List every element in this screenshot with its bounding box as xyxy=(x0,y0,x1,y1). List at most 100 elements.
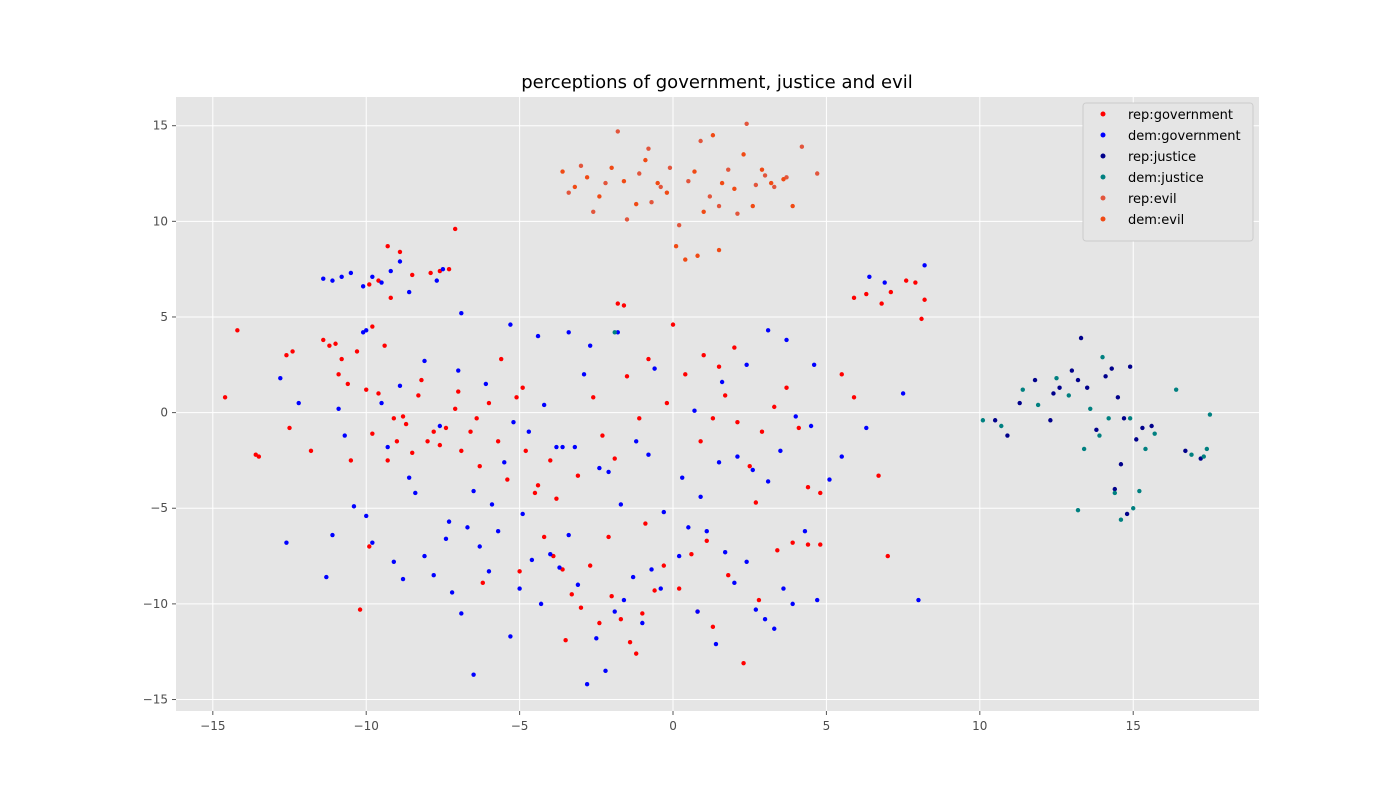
data-point xyxy=(784,337,789,343)
legend-marker xyxy=(1100,153,1106,159)
data-point xyxy=(431,429,436,434)
data-point xyxy=(367,282,372,287)
data-point xyxy=(364,513,369,519)
data-point xyxy=(1149,423,1154,429)
data-point xyxy=(772,626,777,631)
data-point xyxy=(661,509,667,515)
data-point xyxy=(459,611,464,616)
data-point xyxy=(416,393,421,398)
data-point xyxy=(428,270,433,276)
data-point xyxy=(713,641,719,647)
data-point xyxy=(722,393,728,398)
y-tick-label: −15 xyxy=(143,693,168,707)
data-point xyxy=(591,209,596,214)
data-point xyxy=(784,385,789,390)
data-point xyxy=(762,616,768,622)
data-point xyxy=(308,448,314,454)
data-point xyxy=(750,203,755,209)
data-point xyxy=(759,429,765,434)
data-point xyxy=(692,408,697,413)
data-point xyxy=(603,180,608,186)
data-point xyxy=(575,582,581,587)
data-point xyxy=(483,381,489,387)
data-point xyxy=(1112,486,1118,492)
data-point xyxy=(772,404,777,410)
data-point xyxy=(747,463,752,469)
data-point xyxy=(781,586,786,591)
data-point xyxy=(364,387,369,392)
data-point xyxy=(732,186,737,192)
data-point xyxy=(652,366,657,371)
data-point xyxy=(474,416,479,421)
data-point xyxy=(1207,412,1213,417)
data-point xyxy=(560,444,565,450)
data-point xyxy=(676,222,682,228)
data-point xyxy=(640,620,645,626)
data-point xyxy=(1097,433,1102,438)
data-point xyxy=(569,592,574,597)
data-point xyxy=(339,356,344,362)
data-point xyxy=(1106,416,1111,421)
data-point xyxy=(391,559,397,565)
data-point xyxy=(446,266,452,272)
data-point xyxy=(1051,391,1056,396)
data-point xyxy=(1109,366,1114,371)
data-point xyxy=(465,525,470,530)
data-point xyxy=(1075,377,1081,383)
data-point xyxy=(385,458,390,463)
y-tick-label: 5 xyxy=(160,310,168,324)
data-point xyxy=(1020,387,1025,392)
data-point xyxy=(511,419,516,425)
data-point xyxy=(606,469,611,475)
data-point xyxy=(333,341,338,346)
data-point xyxy=(594,636,599,641)
data-point xyxy=(486,400,492,406)
data-point xyxy=(452,406,458,411)
data-point xyxy=(676,586,682,591)
data-point xyxy=(726,572,731,578)
data-point xyxy=(422,358,427,364)
data-point xyxy=(517,569,522,574)
data-point xyxy=(615,301,620,306)
data-point xyxy=(661,563,667,568)
data-point xyxy=(591,395,596,400)
data-point xyxy=(790,540,795,545)
data-point xyxy=(400,414,406,419)
data-point xyxy=(235,328,240,333)
data-point xyxy=(1035,402,1041,408)
data-point xyxy=(621,597,627,603)
data-point xyxy=(284,353,289,358)
data-point xyxy=(382,343,387,348)
data-point xyxy=(732,345,737,350)
data-point xyxy=(379,280,384,285)
data-point xyxy=(1094,427,1099,433)
data-point xyxy=(753,607,759,612)
data-point xyxy=(330,532,335,538)
data-point xyxy=(336,406,341,411)
data-point xyxy=(664,190,670,195)
data-point xyxy=(867,274,872,280)
data-point xyxy=(621,178,627,184)
data-point xyxy=(1048,418,1053,423)
data-point xyxy=(391,416,397,421)
data-point xyxy=(538,601,544,607)
legend-marker xyxy=(1100,132,1106,138)
data-point xyxy=(357,607,363,612)
data-point xyxy=(922,297,927,302)
data-point xyxy=(1032,377,1038,383)
data-point xyxy=(321,276,326,281)
data-point xyxy=(876,473,881,478)
data-point xyxy=(753,182,759,188)
data-points xyxy=(222,121,1213,687)
data-point xyxy=(584,175,590,180)
data-point xyxy=(903,278,909,283)
data-point xyxy=(514,395,519,400)
y-tick-label: 15 xyxy=(153,119,168,133)
data-point xyxy=(879,301,884,306)
data-point xyxy=(336,372,341,377)
data-point xyxy=(818,490,823,496)
data-point xyxy=(612,609,617,614)
data-point xyxy=(339,274,344,280)
data-point xyxy=(477,544,482,549)
